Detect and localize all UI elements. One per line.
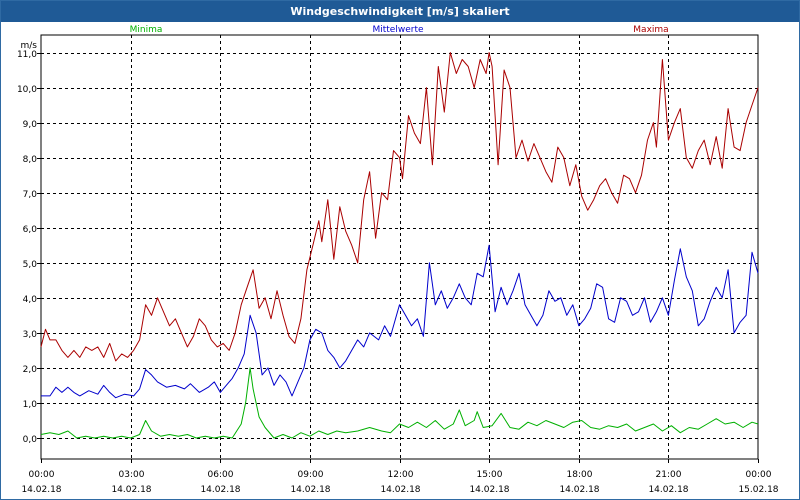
x-tick-time-label: 09:00 bbox=[298, 470, 324, 480]
x-tick-date-label: 14.02.18 bbox=[111, 485, 151, 495]
y-tick-label: 5,0 bbox=[23, 260, 38, 270]
window-title: Windgeschwindigkeit [m/s] skaliert bbox=[1, 1, 799, 22]
y-tick-label: 8,0 bbox=[23, 155, 38, 165]
wind-speed-chart: 0,0 1,0 2,0 3,0 4,0 5,0 6,0 7,0 8,0 9,0 10,0 11,0 00… bbox=[17, 25, 779, 495]
x-tick-time-label: 15:00 bbox=[477, 470, 503, 480]
x-tick-date-label: 15.02.18 bbox=[738, 485, 778, 495]
legend-label-mittelwerte: Mittelwerte bbox=[372, 25, 423, 35]
y-tick-label: 10,0 bbox=[17, 85, 37, 95]
y-tick-label: 11,0 bbox=[17, 50, 37, 60]
x-tick-date-label: 14.02.18 bbox=[648, 485, 688, 495]
x-tick-date-label: 14.02.18 bbox=[290, 485, 330, 495]
y-tick-label: 7,0 bbox=[23, 190, 38, 200]
legend-label-minima: Minima bbox=[130, 25, 163, 35]
y-tick-label: 3,0 bbox=[23, 330, 38, 340]
y-axis-unit-label: m/s bbox=[21, 41, 38, 51]
x-tick-date-label: 14.02.18 bbox=[21, 485, 61, 495]
legend-label-maxima: Maxima bbox=[633, 25, 668, 35]
x-tick-time-label: 00:00 bbox=[746, 470, 772, 480]
x-tick-time-label: 06:00 bbox=[208, 470, 234, 480]
series-line-maxima bbox=[40, 52, 759, 362]
series bbox=[40, 52, 759, 439]
y-tick-label: 1,0 bbox=[23, 400, 38, 410]
grid bbox=[40, 34, 759, 460]
y-tick-label: 0,0 bbox=[23, 435, 38, 445]
x-tick-time-label: 12:00 bbox=[388, 470, 414, 480]
x-tick-time-label: 18:00 bbox=[567, 470, 593, 480]
x-tick-time-label: 00:00 bbox=[29, 470, 55, 480]
y-tick-label: 4,0 bbox=[23, 295, 38, 305]
axes: 0,0 1,0 2,0 3,0 4,0 5,0 6,0 7,0 8,0 9,0 10,0 11,0 00… bbox=[17, 41, 779, 495]
x-tick-date-label: 14.02.18 bbox=[559, 485, 599, 495]
plot-area bbox=[40, 34, 759, 460]
x-tick-date-label: 14.02.18 bbox=[469, 485, 509, 495]
x-tick-date-label: 14.02.18 bbox=[380, 485, 420, 495]
x-tick-time-label: 21:00 bbox=[656, 470, 682, 480]
x-tick-time-label: 03:00 bbox=[119, 470, 145, 480]
legend: Minima Mittelwerte Maxima bbox=[130, 25, 669, 35]
y-tick-label: 2,0 bbox=[23, 365, 38, 375]
series-line-mittelwerte bbox=[41, 244, 759, 399]
y-tick-label: 6,0 bbox=[23, 225, 38, 235]
y-tick-label: 9,0 bbox=[23, 120, 38, 130]
series-line-minima bbox=[40, 367, 759, 439]
x-tick-date-label: 14.02.18 bbox=[200, 485, 240, 495]
